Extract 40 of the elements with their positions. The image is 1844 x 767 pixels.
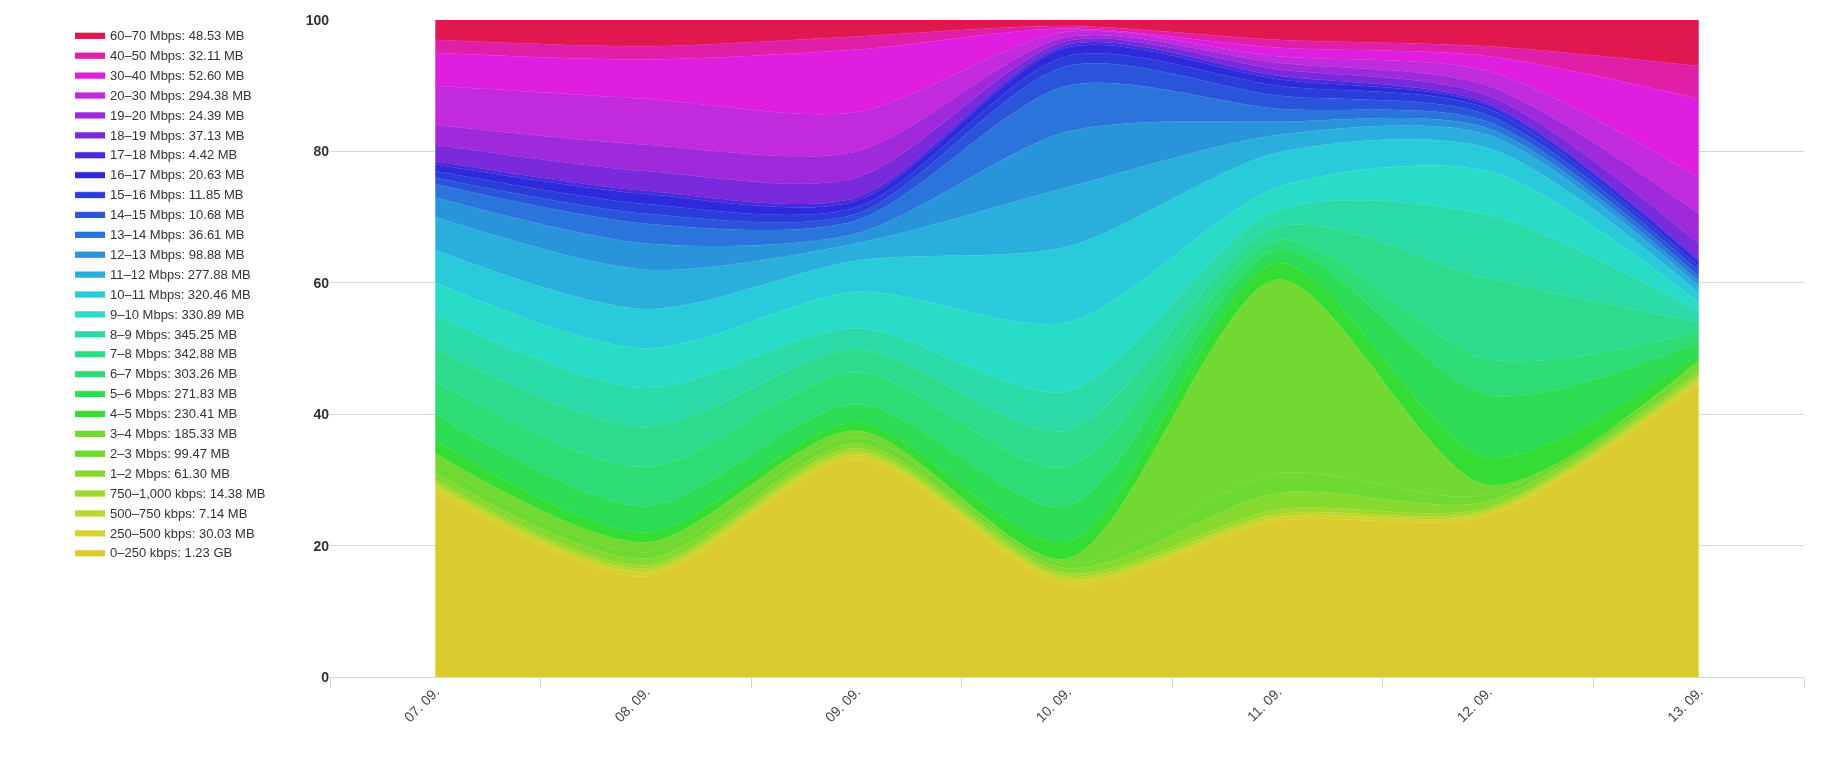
legend-label: 4–5 Mbps: 230.41 MB bbox=[110, 406, 238, 422]
legend-label: 8–9 Mbps: 345.25 MB bbox=[110, 326, 238, 342]
y-tick-label: 20 bbox=[313, 537, 330, 554]
legend-label: 13–14 Mbps: 36.61 MB bbox=[110, 227, 245, 243]
legend-label: 6–7 Mbps: 303.26 MB bbox=[110, 366, 238, 382]
x-tick-label: 07. 09. bbox=[400, 683, 443, 726]
legend-label: 9–10 Mbps: 330.89 MB bbox=[110, 306, 245, 322]
legend-label: 250–500 kbps: 30.03 MB bbox=[110, 525, 255, 541]
legend-label: 60–70 Mbps: 48.53 MB bbox=[110, 28, 245, 44]
legend-label: 3–4 Mbps: 185.33 MB bbox=[110, 426, 238, 442]
legend-label: 11–12 Mbps: 277.88 MB bbox=[110, 266, 251, 282]
legend-label: 2–3 Mbps: 99.47 MB bbox=[110, 445, 231, 461]
y-tick-label: 40 bbox=[313, 406, 330, 423]
legend-label: 30–40 Mbps: 52.60 MB bbox=[110, 67, 245, 83]
legend-label: 17–18 Mbps: 4.42 MB bbox=[110, 147, 238, 163]
x-tick-label: 10. 09. bbox=[1032, 683, 1075, 726]
x-tick-label: 11. 09. bbox=[1243, 683, 1285, 725]
x-tick-label: 13. 09. bbox=[1664, 683, 1706, 726]
legend-label: 20–30 Mbps: 294.38 MB bbox=[110, 87, 252, 103]
legend-label: 16–17 Mbps: 20.63 MB bbox=[110, 167, 245, 183]
legend-label: 5–6 Mbps: 271.83 MB bbox=[110, 386, 238, 402]
y-tick-label: 80 bbox=[313, 143, 330, 160]
legend-label: 15–16 Mbps: 11.85 MB bbox=[110, 187, 244, 203]
legend-label: 14–15 Mbps: 10.68 MB bbox=[110, 207, 245, 223]
y-tick-label: 60 bbox=[313, 274, 330, 291]
y-tick-label: 100 bbox=[305, 11, 330, 28]
x-tick-label: 08. 09. bbox=[611, 683, 653, 726]
x-tick-label: 09. 09. bbox=[821, 683, 864, 726]
legend-label: 1–2 Mbps: 61.30 MB bbox=[110, 465, 231, 481]
x-tick-label: 12. 09. bbox=[1453, 683, 1496, 726]
legend-label: 500–750 kbps: 7.14 MB bbox=[110, 505, 248, 521]
legend-label: 10–11 Mbps: 320.46 MB bbox=[110, 286, 251, 302]
legend-label: 7–8 Mbps: 342.88 MB bbox=[110, 346, 238, 362]
legend-label: 750–1,000 kbps: 14.38 MB bbox=[110, 485, 266, 501]
legend-label: 0–250 kbps: 1.23 GB bbox=[110, 545, 233, 561]
legend-label: 12–13 Mbps: 98.88 MB bbox=[110, 246, 245, 262]
legend-label: 40–50 Mbps: 32.11 MB bbox=[110, 47, 244, 63]
legend-label: 19–20 Mbps: 24.39 MB bbox=[110, 107, 245, 123]
legend-label: 18–19 Mbps: 37.13 MB bbox=[110, 127, 245, 143]
y-tick-label: 0 bbox=[321, 668, 330, 685]
